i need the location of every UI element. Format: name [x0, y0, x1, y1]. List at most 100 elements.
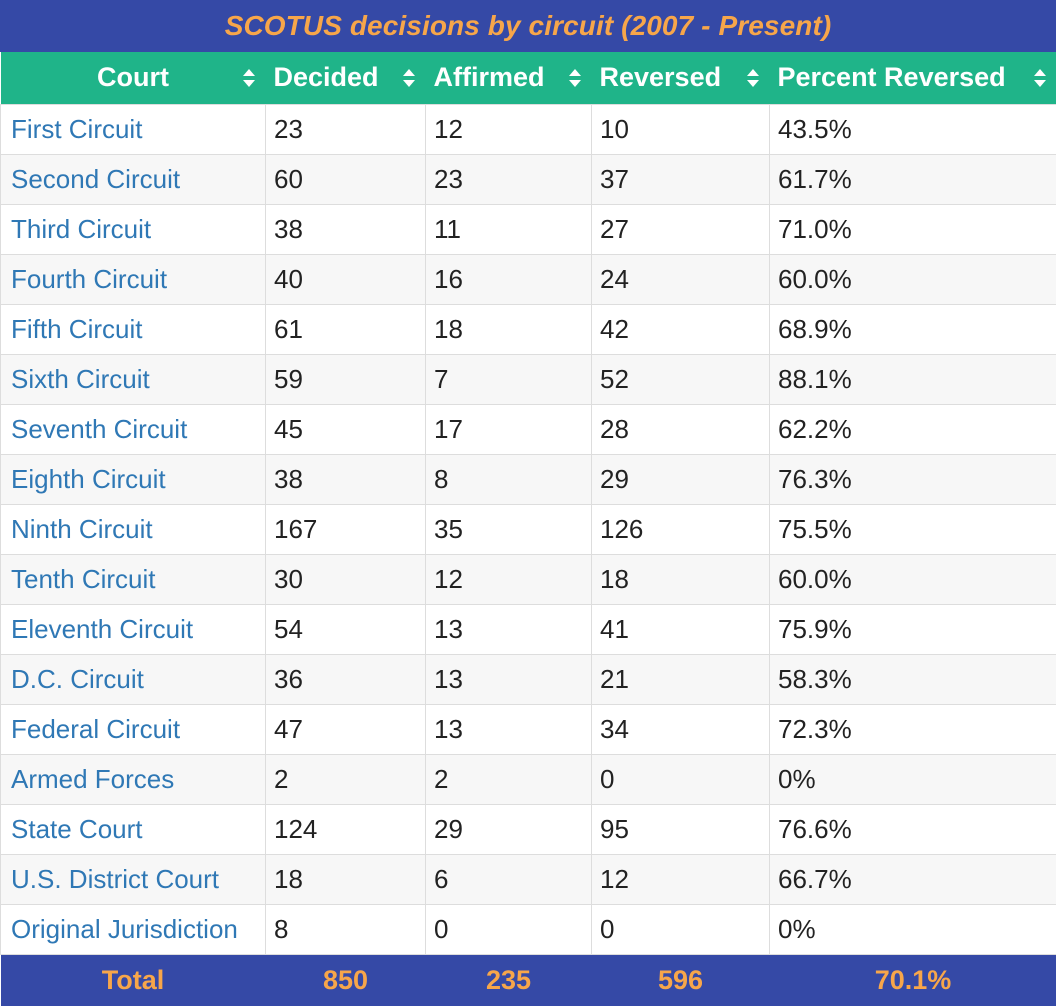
reversed-cell: 10 — [591, 103, 770, 155]
percent-reversed-cell: 43.5% — [769, 103, 1056, 155]
affirmed-cell: 13 — [425, 603, 592, 655]
column-header-court[interactable]: Court — [0, 52, 266, 104]
court-link[interactable]: First Circuit — [11, 113, 143, 144]
decided-cell: 30 — [265, 553, 426, 605]
sort-icon[interactable] — [402, 68, 416, 88]
total-label: Total — [0, 954, 266, 1006]
header-row: Court Decided Affirmed Reversed Percent … — [0, 52, 1056, 104]
court-link[interactable]: Seventh Circuit — [11, 413, 188, 444]
court-link[interactable]: Second Circuit — [11, 163, 181, 194]
affirmed-cell: 12 — [425, 103, 592, 155]
affirmed-cell: 7 — [425, 353, 592, 405]
affirmed-cell: 23 — [425, 153, 592, 205]
affirmed-cell: 16 — [425, 253, 592, 305]
court-cell: Tenth Circuit — [0, 553, 266, 605]
court-cell: First Circuit — [0, 103, 266, 155]
reversed-cell: 95 — [591, 803, 770, 855]
affirmed-cell: 18 — [425, 303, 592, 355]
court-link[interactable]: Third Circuit — [11, 213, 152, 244]
percent-reversed-cell: 66.7% — [769, 853, 1056, 905]
column-header-label: Court — [97, 62, 169, 93]
court-link[interactable]: Federal Circuit — [11, 713, 181, 744]
decided-cell: 167 — [265, 503, 426, 555]
court-cell: Original Jurisdiction — [0, 903, 266, 955]
court-cell: Fifth Circuit — [0, 303, 266, 355]
table-row: Sixth Circuit 59 7 52 88.1% — [0, 353, 1056, 405]
affirmed-cell: 17 — [425, 403, 592, 455]
court-link[interactable]: Eighth Circuit — [11, 463, 166, 494]
table-body: First Circuit 23 12 10 43.5% Second Circuit 60… — [0, 103, 1056, 955]
table-row: First Circuit 23 12 10 43.5% — [0, 103, 1056, 155]
affirmed-cell: 13 — [425, 653, 592, 705]
court-cell: Eighth Circuit — [0, 453, 266, 505]
court-link[interactable]: Original Jurisdiction — [11, 913, 238, 944]
court-link[interactable]: Armed Forces — [11, 763, 175, 794]
court-cell: Seventh Circuit — [0, 403, 266, 455]
decided-cell: 60 — [265, 153, 426, 205]
affirmed-cell: 11 — [425, 203, 592, 255]
column-header-label: Reversed — [599, 62, 722, 93]
table-row: Tenth Circuit 30 12 18 60.0% — [0, 553, 1056, 605]
court-cell: State Court — [0, 803, 266, 855]
reversed-cell: 24 — [591, 253, 770, 305]
sort-icon[interactable] — [746, 68, 760, 88]
percent-reversed-cell: 76.3% — [769, 453, 1056, 505]
court-cell: U.S. District Court — [0, 853, 266, 905]
court-link[interactable]: Eleventh Circuit — [11, 613, 194, 644]
percent-reversed-cell: 88.1% — [769, 353, 1056, 405]
court-link[interactable]: Sixth Circuit — [11, 363, 150, 394]
percent-reversed-cell: 60.0% — [769, 553, 1056, 605]
court-link[interactable]: D.C. Circuit — [11, 663, 144, 694]
reversed-cell: 0 — [591, 753, 770, 805]
table-title-bar: SCOTUS decisions by circuit (2007 - Pres… — [0, 0, 1056, 52]
percent-reversed-cell: 68.9% — [769, 303, 1056, 355]
decided-cell: 45 — [265, 403, 426, 455]
reversed-cell: 28 — [591, 403, 770, 455]
column-header-decided[interactable]: Decided — [265, 52, 426, 104]
affirmed-cell: 29 — [425, 803, 592, 855]
affirmed-cell: 13 — [425, 703, 592, 755]
decided-cell: 124 — [265, 803, 426, 855]
percent-reversed-cell: 75.9% — [769, 603, 1056, 655]
court-cell: Second Circuit — [0, 153, 266, 205]
court-link[interactable]: Ninth Circuit — [11, 513, 153, 544]
decided-cell: 61 — [265, 303, 426, 355]
column-header-reversed[interactable]: Reversed — [591, 52, 770, 104]
court-link[interactable]: Fifth Circuit — [11, 313, 143, 344]
court-link[interactable]: State Court — [11, 813, 143, 844]
table-row: U.S. District Court 18 6 12 66.7% — [0, 853, 1056, 905]
reversed-cell: 29 — [591, 453, 770, 505]
sort-icon[interactable] — [1033, 68, 1047, 88]
sort-icon[interactable] — [568, 68, 582, 88]
court-link[interactable]: U.S. District Court — [11, 863, 220, 894]
reversed-cell: 52 — [591, 353, 770, 405]
table-row: Eleventh Circuit 54 13 41 75.9% — [0, 603, 1056, 655]
total-decided: 850 — [265, 954, 426, 1006]
reversed-cell: 34 — [591, 703, 770, 755]
column-header-label: Affirmed — [433, 62, 545, 93]
table-row: Second Circuit 60 23 37 61.7% — [0, 153, 1056, 205]
reversed-cell: 0 — [591, 903, 770, 955]
total-reversed: 596 — [591, 954, 770, 1006]
table-row: Armed Forces 2 2 0 0% — [0, 753, 1056, 805]
table-title: SCOTUS decisions by circuit (2007 - Pres… — [224, 10, 832, 41]
reversed-cell: 126 — [591, 503, 770, 555]
percent-reversed-cell: 0% — [769, 903, 1056, 955]
decided-cell: 8 — [265, 903, 426, 955]
court-cell: D.C. Circuit — [0, 653, 266, 705]
court-cell: Eleventh Circuit — [0, 603, 266, 655]
table-row: Ninth Circuit 167 35 126 75.5% — [0, 503, 1056, 555]
total-affirmed: 235 — [425, 954, 592, 1006]
affirmed-cell: 0 — [425, 903, 592, 955]
decided-cell: 54 — [265, 603, 426, 655]
court-link[interactable]: Fourth Circuit — [11, 263, 168, 294]
table-row: D.C. Circuit 36 13 21 58.3% — [0, 653, 1056, 705]
reversed-cell: 21 — [591, 653, 770, 705]
sort-icon[interactable] — [242, 68, 256, 88]
reversed-cell: 41 — [591, 603, 770, 655]
column-header-affirmed[interactable]: Affirmed — [425, 52, 592, 104]
table-row: Federal Circuit 47 13 34 72.3% — [0, 703, 1056, 755]
column-header-percent-reversed[interactable]: Percent Reversed — [769, 52, 1056, 104]
court-link[interactable]: Tenth Circuit — [11, 563, 156, 594]
percent-reversed-cell: 76.6% — [769, 803, 1056, 855]
